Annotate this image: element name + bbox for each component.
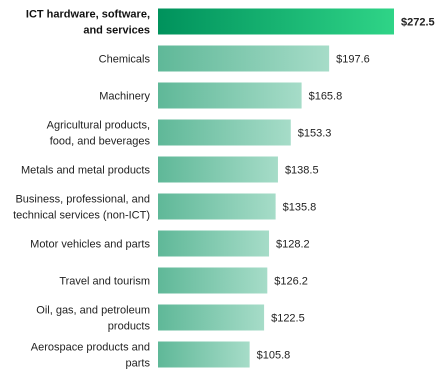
bar	[158, 193, 276, 220]
value-label: $126.2	[274, 276, 308, 288]
category-label: Travel and tourism	[59, 276, 150, 288]
bar	[158, 82, 302, 109]
bar	[158, 8, 394, 35]
bar	[158, 45, 330, 72]
bar	[158, 230, 270, 257]
value-label: $138.5	[285, 165, 319, 177]
value-label: $105.8	[257, 350, 291, 362]
bar	[158, 341, 250, 368]
category-label: Agricultural products, food, and beverage…	[47, 120, 151, 148]
value-label: $122.5	[271, 313, 305, 325]
category-label: Chemicals	[99, 54, 151, 66]
category-label: Motor vehicles and parts	[30, 239, 150, 251]
value-label: $135.8	[283, 202, 317, 214]
bar	[158, 156, 278, 183]
category-label: Metals and metal products	[21, 165, 151, 177]
bar	[158, 119, 291, 146]
value-label: $165.8	[309, 91, 343, 103]
bar	[158, 267, 268, 294]
value-labels: $272.5 $197.6 $165.8 $153.3 $138.5 $135.8 $128…	[257, 17, 435, 362]
bars	[158, 8, 394, 368]
category-labels: ICT hardware, software, and services Chemi…	[13, 9, 150, 370]
category-label: Aerospace products and parts	[31, 342, 151, 370]
value-label: $153.3	[298, 128, 332, 140]
value-label: $197.6	[336, 54, 370, 66]
category-label: Business, professional, and technical ser…	[13, 194, 150, 222]
bar	[158, 304, 265, 331]
category-label: Machinery	[99, 91, 150, 103]
category-label: Oil, gas, and petroleum products	[36, 305, 150, 333]
value-label: $272.5	[401, 17, 435, 29]
value-label: $128.2	[276, 239, 310, 251]
category-label: ICT hardware, software, and services	[26, 9, 150, 37]
